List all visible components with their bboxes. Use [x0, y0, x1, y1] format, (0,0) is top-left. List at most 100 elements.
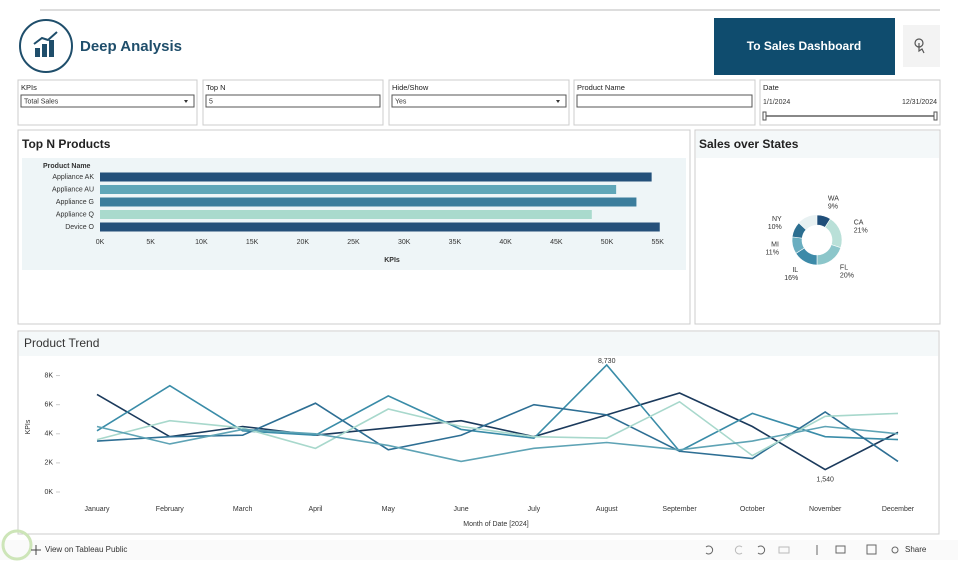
x-axis-label: KPIs	[384, 257, 400, 264]
y-tick-label: 4K	[44, 431, 53, 438]
nav-button-label[interactable]: To Sales Dashboard	[747, 39, 861, 53]
data-label: 1,540	[816, 476, 834, 483]
nav-button[interactable]	[714, 18, 895, 75]
x-tick-label: 30K	[398, 239, 411, 246]
category-header: Product Name	[43, 163, 91, 170]
slice-value-label: 11%	[765, 249, 779, 256]
bar[interactable]	[100, 197, 637, 207]
filter-label: Date	[763, 83, 779, 92]
filter-box	[759, 79, 941, 126]
slice-label: IL	[792, 267, 798, 274]
panel	[694, 129, 941, 325]
bar[interactable]	[100, 222, 660, 232]
category-label: Appliance Q	[56, 211, 95, 218]
filter-value[interactable]: Total Sales	[24, 98, 59, 105]
category-label: Appliance AK	[52, 174, 94, 181]
x-tick-label: 25K	[347, 239, 360, 246]
trend-line[interactable]	[96, 400, 899, 457]
filter-input[interactable]	[576, 94, 753, 108]
tableau-icon	[31, 545, 41, 555]
y-tick-label: 8K	[44, 372, 53, 379]
panel-title: Product Trend	[24, 336, 99, 350]
x-tick-label: 50K	[601, 239, 614, 246]
x-tick-label: April	[308, 506, 322, 513]
bar[interactable]	[100, 185, 617, 194]
x-tick-label: 40K	[499, 239, 512, 246]
panel-header	[696, 131, 939, 158]
date-end: 12/31/2024	[902, 99, 937, 106]
slider-handle[interactable]	[762, 111, 767, 121]
filter-value[interactable]: 5	[209, 98, 213, 105]
data-label: 8,730	[598, 358, 616, 365]
x-tick-label: February	[156, 506, 185, 513]
trend-line[interactable]	[96, 363, 899, 453]
dropdown-arrow[interactable]	[556, 100, 560, 103]
x-tick-label: July	[528, 506, 541, 513]
x-tick-label: 55K	[651, 239, 664, 246]
footer	[0, 540, 958, 560]
x-tick-label: 0K	[96, 239, 105, 246]
filter-label: Top N	[206, 83, 226, 92]
x-tick-label: 15K	[246, 239, 259, 246]
slice-value-label: 9%	[828, 203, 838, 210]
slice-value-label: 10%	[768, 224, 782, 231]
x-tick-label: 10K	[195, 239, 208, 246]
x-tick-label: June	[453, 506, 468, 513]
slice-value-label: 20%	[840, 272, 854, 279]
filter-input[interactable]	[205, 94, 381, 108]
trend-line[interactable]	[96, 402, 899, 463]
x-tick-label: 5K	[146, 239, 155, 246]
share-button[interactable]: Share	[905, 545, 927, 554]
x-tick-label: November	[809, 506, 842, 513]
filter-label: Product Name	[577, 83, 625, 92]
trend-line[interactable]	[96, 425, 899, 463]
category-label: Appliance AU	[52, 186, 94, 193]
footer-link[interactable]: View on Tableau Public	[45, 545, 127, 554]
category-label: Device O	[65, 224, 94, 231]
slice-label: FL	[840, 264, 848, 271]
x-tick-label: 45K	[550, 239, 563, 246]
header	[18, 17, 710, 75]
y-tick-label: 0K	[44, 489, 53, 496]
watermark	[1, 529, 33, 561]
toolbar-icons[interactable]	[705, 544, 899, 555]
panel	[17, 330, 940, 535]
x-tick-label: October	[740, 506, 766, 513]
x-tick-label: September	[662, 506, 697, 513]
slice-label: MI	[771, 241, 779, 248]
x-tick-label: 20K	[297, 239, 310, 246]
slider-handle[interactable]	[933, 111, 938, 121]
donut-slice[interactable]	[791, 222, 807, 239]
filter-label: KPIs	[21, 83, 37, 92]
bar[interactable]	[100, 172, 652, 182]
slice-value-label: 16%	[784, 275, 798, 282]
panel-title: Sales over States	[699, 137, 799, 151]
slice-label: CA	[854, 220, 864, 227]
dropdown-arrow[interactable]	[184, 100, 188, 103]
x-tick-label: August	[596, 506, 618, 513]
pointer-icon	[914, 38, 925, 54]
x-tick-label: January	[85, 506, 110, 513]
slice-value-label: 21%	[854, 228, 868, 235]
slice-label: NY	[772, 216, 782, 223]
y-axis-label: KPIs	[25, 419, 32, 434]
x-tick-label: December	[882, 506, 915, 513]
dashboard-title: Deep Analysis	[80, 38, 182, 55]
panel-header	[19, 332, 938, 356]
panel-title: Top N Products	[22, 137, 111, 151]
trend-line[interactable]	[96, 392, 899, 471]
bar[interactable]	[100, 210, 592, 219]
filter-input[interactable]	[20, 94, 195, 108]
category-label: Appliance G	[56, 199, 94, 206]
slice-label: WA	[828, 195, 839, 202]
x-tick-label: March	[233, 506, 253, 513]
date-start: 1/1/2024	[763, 99, 790, 106]
filter-label: Hide/Show	[392, 83, 429, 92]
y-tick-label: 2K	[44, 460, 53, 467]
filter-input[interactable]	[391, 94, 567, 108]
y-tick-label: 6K	[44, 402, 53, 409]
logo-icon	[33, 31, 58, 57]
x-axis-label: Month of Date [2024]	[463, 521, 528, 528]
filter-value[interactable]: Yes	[395, 98, 407, 105]
